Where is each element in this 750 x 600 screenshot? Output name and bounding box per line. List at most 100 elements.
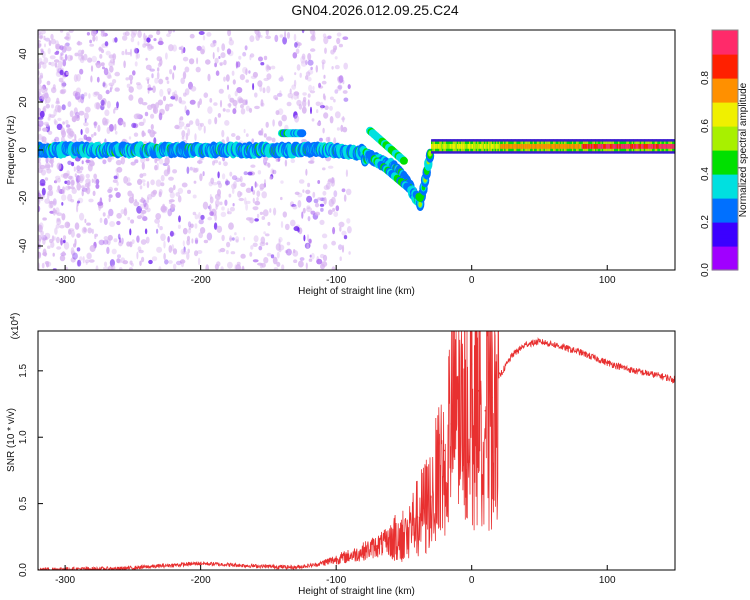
band-core — [444, 144, 448, 149]
noise-blob — [256, 190, 261, 197]
noise-blob — [245, 200, 251, 204]
noise-blob — [133, 132, 139, 137]
noise-blob — [41, 94, 46, 101]
noise-blob — [145, 157, 150, 162]
band-core — [431, 144, 434, 149]
noise-blob — [196, 57, 199, 65]
noise-blob — [71, 161, 75, 167]
noise-blob — [108, 82, 115, 87]
noise-blob — [252, 71, 258, 78]
noise-blob — [60, 52, 64, 56]
noise-blob — [334, 56, 338, 60]
noise-blob — [48, 40, 52, 46]
noise-blob — [342, 126, 348, 133]
noise-blob — [302, 207, 306, 214]
noise-blob — [198, 219, 204, 225]
noise-blob — [93, 132, 97, 136]
noise-blob — [335, 205, 340, 212]
noise-blob — [301, 139, 307, 143]
band-core — [433, 144, 437, 149]
noise-blob — [235, 135, 241, 141]
noise-blob — [210, 177, 215, 184]
noise-blob — [192, 211, 197, 216]
snr-point — [294, 566, 297, 569]
noise-blob — [168, 103, 174, 107]
noise-blob — [44, 198, 51, 204]
noise-blob — [55, 100, 60, 105]
noise-blob — [96, 76, 100, 83]
noise-blob — [228, 193, 232, 198]
noise-blob — [174, 124, 180, 130]
noise-blob — [141, 256, 145, 263]
noise-blob — [259, 187, 264, 191]
noise-blob — [218, 88, 224, 94]
noise-blob — [177, 224, 181, 229]
noise-blob — [315, 101, 321, 107]
noise-blob — [114, 187, 118, 191]
noise-blob — [43, 35, 46, 41]
noise-blob — [44, 37, 51, 42]
noise-blob — [243, 128, 246, 134]
noise-blob — [181, 48, 184, 55]
noise-blob — [118, 237, 122, 244]
noise-blob — [67, 101, 72, 108]
noise-blob — [197, 160, 203, 164]
noise-blob — [232, 108, 237, 115]
noise-blob — [305, 71, 311, 77]
noise-blob — [309, 254, 312, 258]
noise-blob — [136, 215, 142, 220]
noise-blob — [40, 169, 47, 176]
noise-blob — [184, 66, 190, 73]
band-core — [463, 144, 467, 149]
band-core — [519, 144, 522, 149]
y-tick-label: 0.5 — [18, 496, 29, 510]
noise-blob — [343, 62, 349, 70]
x-tick-label: 100 — [599, 275, 616, 286]
band-core — [485, 144, 488, 149]
band-core — [490, 144, 494, 149]
noise-blob — [331, 240, 336, 246]
noise-blob — [165, 52, 168, 60]
noise-blob — [246, 217, 252, 221]
snr-point — [538, 340, 541, 343]
noise-blob — [269, 176, 273, 180]
noise-blob — [116, 212, 122, 219]
noise-blob — [119, 267, 123, 270]
noise-blob — [309, 90, 316, 94]
noise-blob — [256, 197, 259, 201]
noise-blob — [339, 256, 342, 262]
noise-blob — [42, 217, 47, 221]
noise-blob — [287, 92, 294, 99]
noise-blob — [261, 262, 266, 268]
noise-blob — [338, 244, 343, 251]
noise-blob — [282, 36, 287, 45]
noise-blob — [46, 193, 50, 200]
noise-blob — [145, 77, 150, 81]
noise-blob — [65, 33, 71, 42]
noise-blob — [38, 77, 42, 85]
noise-blob — [226, 136, 230, 143]
noise-blob — [220, 52, 226, 59]
noise-blob — [80, 185, 85, 189]
noise-blob — [157, 99, 164, 106]
noise-blob — [200, 48, 205, 55]
noise-blob — [61, 213, 66, 221]
band-core — [599, 144, 602, 149]
noise-blob — [265, 35, 271, 40]
noise-blob — [137, 246, 142, 252]
noise-blob — [77, 259, 82, 267]
band-core — [557, 144, 560, 149]
noise-blob — [231, 183, 237, 190]
noise-blob — [261, 216, 266, 220]
noise-blob — [74, 173, 77, 178]
noise-blob — [265, 64, 270, 72]
noise-blob — [190, 223, 194, 229]
band-core — [436, 144, 439, 149]
band-core — [590, 144, 594, 149]
noise-blob — [234, 232, 237, 236]
noise-blob — [159, 88, 164, 97]
snr-point — [430, 496, 432, 498]
noise-blob — [180, 248, 185, 255]
noise-blob — [236, 87, 243, 94]
